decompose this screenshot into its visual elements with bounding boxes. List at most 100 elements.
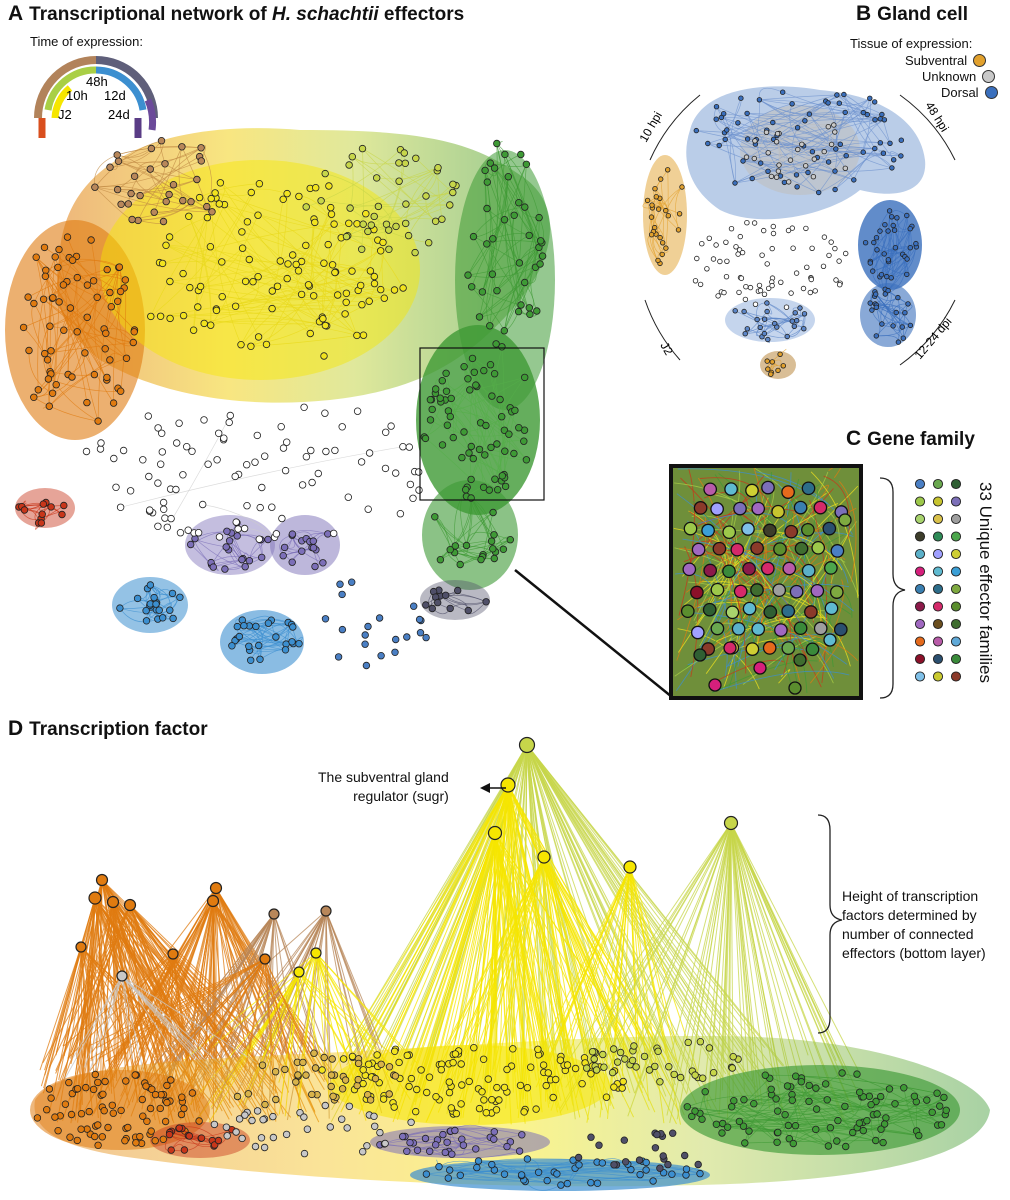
effector-node [532, 1105, 540, 1113]
gland-node [732, 180, 738, 186]
zoom-node [742, 561, 756, 576]
gland-node [803, 163, 809, 169]
network-node [462, 541, 471, 550]
zoom-node [691, 542, 706, 557]
effector-node [359, 1066, 367, 1074]
network-node [482, 598, 490, 606]
network-edge [169, 264, 333, 282]
network-edge [292, 254, 358, 336]
height-note: Height of transcription factors determin… [842, 887, 986, 963]
effector-node [156, 1104, 164, 1113]
network-node [182, 443, 191, 451]
zoom-node [742, 601, 757, 616]
network-node [526, 310, 534, 318]
zoom-edge [775, 555, 828, 634]
network-node [284, 260, 292, 268]
gland-edge [780, 155, 901, 177]
network-node [535, 213, 543, 222]
gland-node [860, 149, 866, 155]
network-node [281, 646, 290, 654]
network-node [167, 514, 175, 523]
effector-node [503, 1065, 511, 1074]
effector-node [600, 1063, 608, 1071]
effector-node [100, 1106, 108, 1115]
gland-node [873, 234, 880, 241]
tissue-legend-dorsal: Dorsal [941, 85, 998, 100]
effector-node [353, 1081, 361, 1090]
arc-guide-j2 [644, 299, 681, 361]
network-node [365, 449, 374, 457]
network-edge [504, 176, 519, 312]
effector-node [651, 1144, 660, 1152]
effector-node [812, 1084, 820, 1092]
gland-node [770, 119, 776, 126]
network-node [262, 340, 271, 349]
effector-node [390, 1103, 398, 1111]
effector-node [587, 1070, 595, 1078]
gland-node [739, 249, 746, 256]
network-node [179, 269, 187, 278]
effector-node [651, 1062, 659, 1071]
family-legend-dot [914, 496, 926, 507]
gland-node [872, 145, 878, 152]
tf-edge [444, 856, 545, 1048]
zoom-node [793, 653, 807, 667]
effector-node [891, 1100, 899, 1108]
network-node [42, 266, 50, 274]
zoom-edge [677, 468, 828, 505]
network-node [168, 589, 177, 598]
zoom-edge [817, 484, 829, 503]
network-node [374, 202, 383, 211]
effector-node [328, 1055, 336, 1063]
network-node [186, 540, 195, 549]
network-node [338, 625, 347, 634]
gland-node [884, 273, 890, 280]
effector-node [326, 1123, 334, 1131]
network-node [342, 289, 351, 297]
family-legend-dot [914, 478, 926, 490]
tf-edge [325, 910, 383, 1048]
network-node [54, 263, 62, 272]
gland-node [652, 185, 658, 192]
network-node [358, 245, 366, 253]
network-node [130, 172, 139, 180]
zoom-node [804, 605, 818, 619]
network-node [116, 387, 125, 395]
gland-node [718, 114, 725, 121]
gland-node [780, 89, 786, 95]
effector-node [371, 1074, 380, 1083]
network-edge [214, 192, 381, 252]
network-node [49, 294, 57, 302]
network-edge [496, 247, 540, 291]
gland-node [899, 324, 905, 330]
effector-node [269, 1133, 278, 1142]
network-edge [405, 170, 438, 205]
transcription-factor-node [259, 953, 271, 965]
effector-node [180, 1146, 189, 1154]
effector-node [426, 1147, 434, 1155]
panel-b-nodes [644, 89, 920, 377]
gland-node [867, 95, 873, 101]
network-node [401, 159, 409, 167]
network-node [155, 606, 163, 614]
network-edge [55, 384, 99, 422]
effector-node [503, 1142, 511, 1151]
effector-edge [521, 1173, 701, 1182]
network-node [39, 500, 47, 508]
network-node [91, 183, 99, 191]
family-legend-dot [932, 583, 944, 595]
network-node [501, 447, 509, 455]
sugr-label-line2: regulator (sugr) [353, 788, 449, 804]
panel-d-nodes [33, 1037, 950, 1191]
transcription-factor-node [487, 825, 503, 841]
family-legend-dot [914, 671, 926, 682]
network-edge [490, 364, 520, 428]
gland-node [757, 324, 763, 331]
network-node [319, 315, 327, 323]
effector-node [915, 1131, 923, 1140]
zoom-node [784, 524, 799, 539]
network-edge [43, 299, 111, 361]
zoom-node [753, 661, 767, 675]
effector-node [587, 1178, 595, 1187]
network-node [490, 164, 499, 172]
